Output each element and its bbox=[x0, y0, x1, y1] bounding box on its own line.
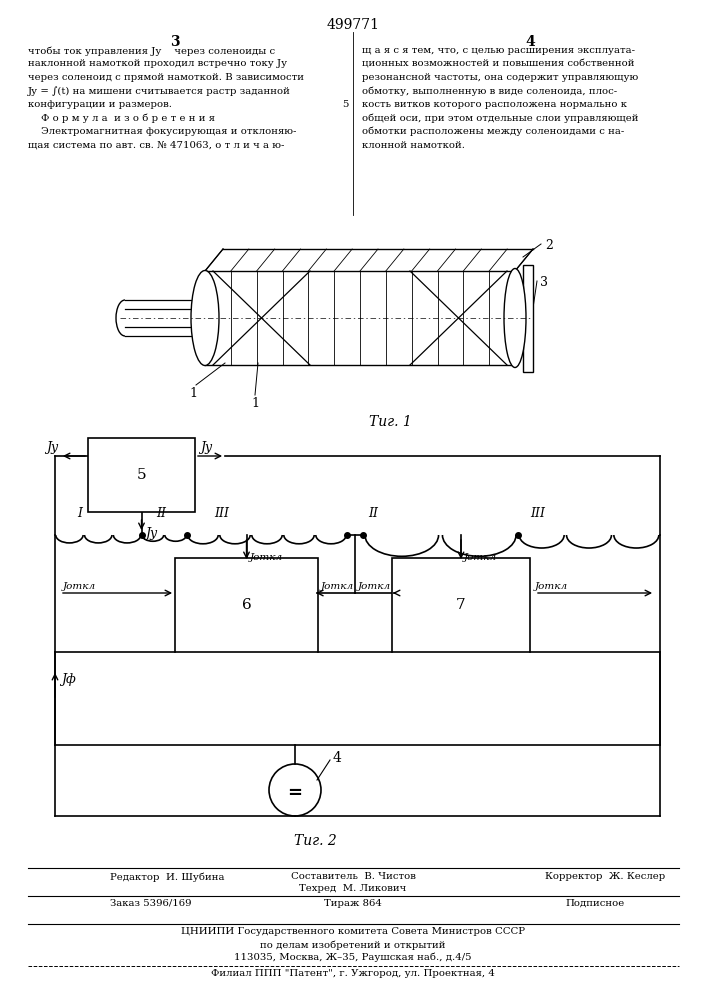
Text: Филиал ППП "Патент", г. Ужгород, ул. Проектная, 4: Филиал ППП "Патент", г. Ужгород, ул. Про… bbox=[211, 969, 495, 978]
Text: =: = bbox=[288, 784, 303, 802]
Text: кость витков которого расположена нормально к: кость витков которого расположена нормал… bbox=[362, 100, 627, 109]
Text: 7: 7 bbox=[456, 598, 466, 612]
Text: 4: 4 bbox=[333, 751, 342, 765]
Text: 2: 2 bbox=[545, 239, 553, 252]
Text: 3: 3 bbox=[170, 35, 180, 49]
Text: обмотку, выполненную в виде соленоида, плос-: обмотку, выполненную в виде соленоида, п… bbox=[362, 87, 617, 96]
Text: Ф о р м у л а  и з о б р е т е н и я: Ф о р м у л а и з о б р е т е н и я bbox=[28, 113, 215, 123]
Text: 6: 6 bbox=[242, 598, 252, 612]
Text: Подписное: Подписное bbox=[565, 899, 624, 908]
Text: 1: 1 bbox=[189, 387, 197, 400]
Text: II: II bbox=[368, 507, 378, 520]
Text: щая система по авт. св. № 471063, о т л и ч а ю-: щая система по авт. св. № 471063, о т л … bbox=[28, 140, 284, 149]
Text: Составитель  В. Чистов: Составитель В. Чистов bbox=[291, 872, 416, 881]
Text: Τиг. 1: Τиг. 1 bbox=[368, 415, 411, 429]
Text: Jоткл: Jоткл bbox=[250, 553, 283, 562]
Text: конфигурации и размеров.: конфигурации и размеров. bbox=[28, 100, 172, 109]
Text: III: III bbox=[530, 507, 546, 520]
Text: II: II bbox=[156, 507, 167, 520]
Text: наклонной намоткой проходил встречно току Jу: наклонной намоткой проходил встречно ток… bbox=[28, 60, 287, 68]
Text: Тираж 864: Тираж 864 bbox=[324, 899, 382, 908]
Ellipse shape bbox=[504, 268, 526, 367]
Text: чтобы ток управления Jу    через соленоиды с: чтобы ток управления Jу через соленоиды … bbox=[28, 46, 275, 55]
Text: Jу: Jу bbox=[200, 441, 212, 454]
Text: Jоткл: Jоткл bbox=[358, 582, 391, 591]
Text: Jу: Jу bbox=[146, 527, 158, 540]
Text: Jоткл: Jоткл bbox=[321, 582, 354, 591]
Text: Jоткл: Jоткл bbox=[464, 553, 497, 562]
Text: общей оси, при этом отдельные слои управляющей: общей оси, при этом отдельные слои управ… bbox=[362, 113, 638, 123]
Text: 5: 5 bbox=[343, 100, 349, 109]
Text: ЦНИИПИ Государственного комитета Совета Министров СССР: ЦНИИПИ Государственного комитета Совета … bbox=[181, 927, 525, 936]
Text: клонной намоткой.: клонной намоткой. bbox=[362, 140, 465, 149]
Text: I: I bbox=[78, 507, 83, 520]
Text: Электромагнитная фокусирующая и отклоняю-: Электромагнитная фокусирующая и отклоняю… bbox=[28, 127, 296, 136]
Text: Τиг. 2: Τиг. 2 bbox=[293, 834, 337, 848]
Text: III: III bbox=[214, 507, 230, 520]
Text: 1: 1 bbox=[251, 397, 259, 410]
Text: Jоткл: Jоткл bbox=[63, 582, 96, 591]
Text: 5: 5 bbox=[136, 468, 146, 482]
Bar bbox=[175, 558, 318, 652]
Text: 3: 3 bbox=[540, 276, 548, 289]
Text: ционных возможностей и повышения собственной: ционных возможностей и повышения собстве… bbox=[362, 60, 634, 68]
Text: 499771: 499771 bbox=[327, 18, 380, 32]
Text: Корректор  Ж. Кеслер: Корректор Ж. Кеслер bbox=[545, 872, 665, 881]
Text: Техред  М. Ликович: Техред М. Ликович bbox=[299, 884, 407, 893]
Text: Jу = ∫(t) на мишени считывается растр заданной: Jу = ∫(t) на мишени считывается растр за… bbox=[28, 87, 291, 96]
Bar bbox=[88, 438, 195, 512]
Text: Jф: Jф bbox=[61, 674, 76, 686]
Text: Заказ 5396/169: Заказ 5396/169 bbox=[110, 899, 192, 908]
Text: щ а я с я тем, что, с целью расширения эксплуата-: щ а я с я тем, что, с целью расширения э… bbox=[362, 46, 635, 55]
Text: резонансной частоты, она содержит управляющую: резонансной частоты, она содержит управл… bbox=[362, 73, 638, 82]
Ellipse shape bbox=[191, 270, 219, 365]
Text: Редактор  И. Шубина: Редактор И. Шубина bbox=[110, 872, 225, 882]
Text: Jоткл: Jоткл bbox=[535, 582, 568, 591]
Text: по делам изобретений и открытий: по делам изобретений и открытий bbox=[260, 940, 445, 950]
Text: 4: 4 bbox=[525, 35, 535, 49]
Text: Jу: Jу bbox=[46, 441, 58, 454]
Bar bbox=[523, 265, 533, 372]
Text: обмотки расположены между соленоидами с на-: обмотки расположены между соленоидами с … bbox=[362, 127, 624, 136]
Text: через соленоид с прямой намоткой. В зависимости: через соленоид с прямой намоткой. В зави… bbox=[28, 73, 304, 82]
Text: 113035, Москва, Ж–35, Раушская наб., д.4/5: 113035, Москва, Ж–35, Раушская наб., д.4… bbox=[234, 953, 472, 962]
Bar bbox=[392, 558, 530, 652]
